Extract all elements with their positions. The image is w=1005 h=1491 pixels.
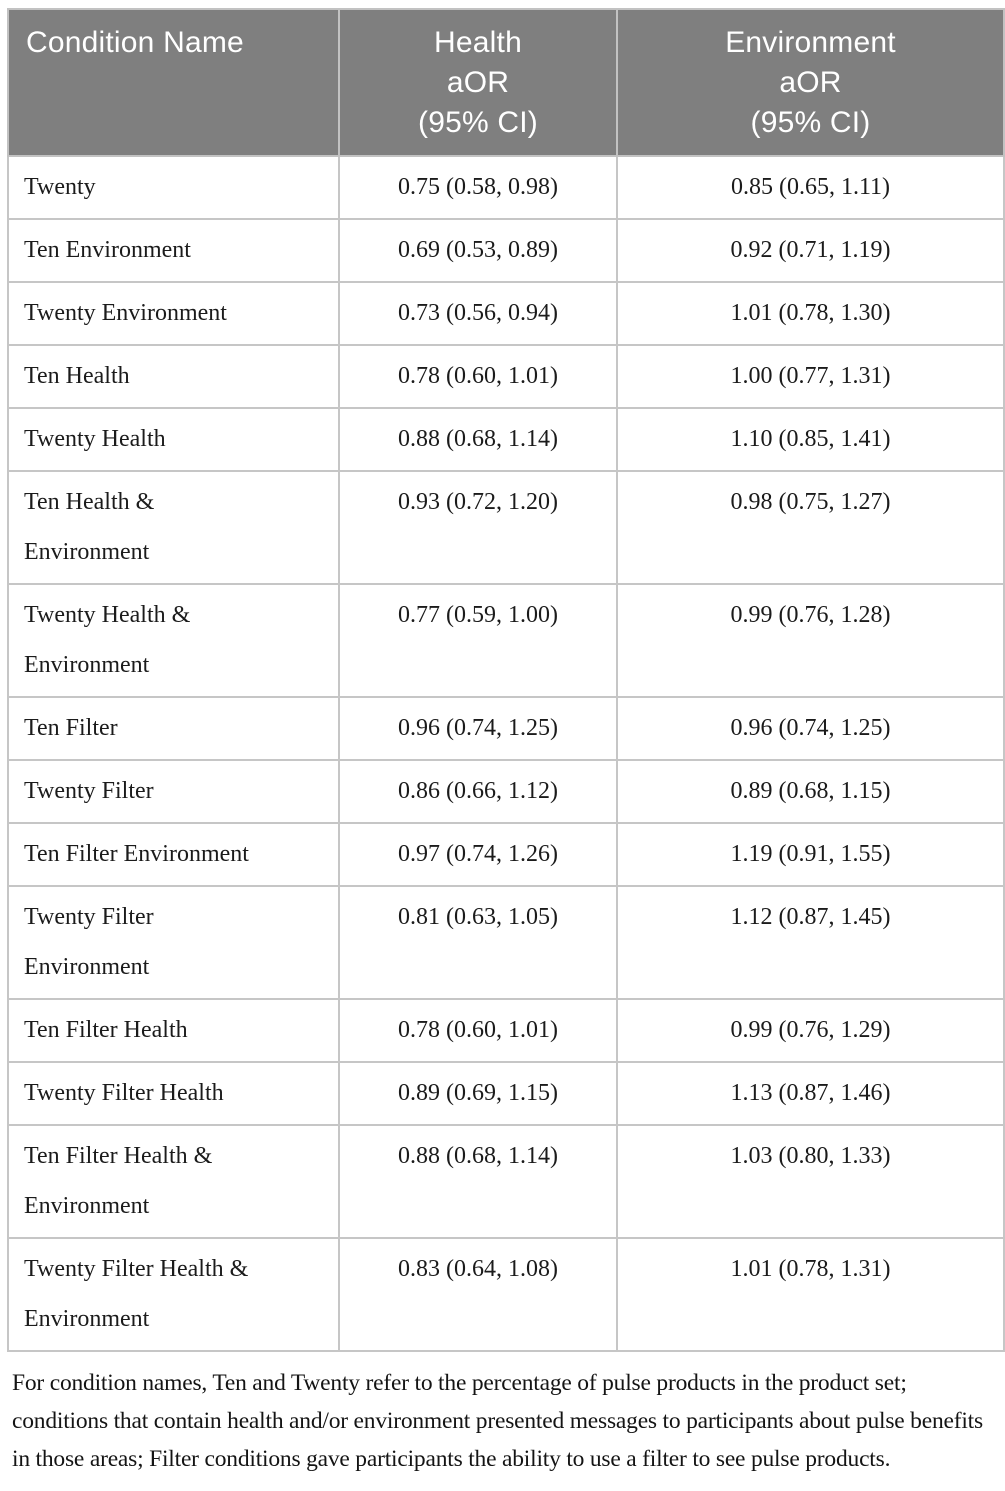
condition-name-cell: Twenty Environment	[7, 281, 340, 346]
environment-aor-cell: 1.19 (0.91, 1.55)	[616, 822, 1005, 887]
table-row: Ten Filter Health & Environment 0.88 (0.…	[7, 1124, 1005, 1239]
environment-aor-cell: 1.03 (0.80, 1.33)	[616, 1124, 1005, 1239]
environment-aor-cell: 0.99 (0.76, 1.28)	[616, 583, 1005, 698]
table-header: Condition Name Health aOR (95% CI) Envir…	[7, 8, 1005, 157]
table-row: Ten Health & Environment 0.93 (0.72, 1.2…	[7, 470, 1005, 585]
health-aor-cell: 0.86 (0.66, 1.12)	[338, 759, 618, 824]
condition-name-cell: Ten Health & Environment	[7, 470, 340, 585]
table-row: Twenty Filter Environment 0.81 (0.63, 1.…	[7, 885, 1005, 1000]
condition-name-cell: Twenty Health	[7, 407, 340, 472]
table-row: Twenty Filter Health & Environment 0.83 …	[7, 1237, 1005, 1352]
table-row: Ten Filter Health 0.78 (0.60, 1.01) 0.99…	[7, 998, 1005, 1063]
environment-aor-cell: 0.85 (0.65, 1.11)	[616, 155, 1005, 220]
condition-name-cell: Ten Health	[7, 344, 340, 409]
health-aor-cell: 0.93 (0.72, 1.20)	[338, 470, 618, 585]
environment-aor-cell: 0.96 (0.74, 1.25)	[616, 696, 1005, 761]
health-aor-cell: 0.73 (0.56, 0.94)	[338, 281, 618, 346]
table-row: Twenty Health & Environment 0.77 (0.59, …	[7, 583, 1005, 698]
table-row: Ten Environment 0.69 (0.53, 0.89) 0.92 (…	[7, 218, 1005, 283]
environment-aor-cell: 1.10 (0.85, 1.41)	[616, 407, 1005, 472]
column-header-condition-name: Condition Name	[7, 8, 340, 157]
health-aor-cell: 0.75 (0.58, 0.98)	[338, 155, 618, 220]
column-header-environment-aor: Environment aOR (95% CI)	[616, 8, 1005, 157]
condition-name-cell: Twenty Filter Environment	[7, 885, 340, 1000]
condition-name-cell: Ten Environment	[7, 218, 340, 283]
results-table-container: Condition Name Health aOR (95% CI) Envir…	[7, 8, 1005, 1478]
environment-aor-cell: 1.01 (0.78, 1.30)	[616, 281, 1005, 346]
table-row: Ten Filter 0.96 (0.74, 1.25) 0.96 (0.74,…	[7, 696, 1005, 761]
table-row: Twenty Filter 0.86 (0.66, 1.12) 0.89 (0.…	[7, 759, 1005, 824]
table-row: Twenty Filter Health 0.89 (0.69, 1.15) 1…	[7, 1061, 1005, 1126]
condition-name-cell: Twenty Filter Health	[7, 1061, 340, 1126]
environment-aor-cell: 0.99 (0.76, 1.29)	[616, 998, 1005, 1063]
environment-aor-cell: 0.89 (0.68, 1.15)	[616, 759, 1005, 824]
table-footnote: For condition names, Ten and Twenty refe…	[12, 1370, 983, 1472]
condition-name-cell: Ten Filter	[7, 696, 340, 761]
health-aor-cell: 0.78 (0.60, 1.01)	[338, 344, 618, 409]
health-aor-cell: 0.88 (0.68, 1.14)	[338, 1124, 618, 1239]
environment-aor-cell: 1.13 (0.87, 1.46)	[616, 1061, 1005, 1126]
table-body: Twenty 0.75 (0.58, 0.98) 0.85 (0.65, 1.1…	[7, 155, 1005, 1352]
table-row: Twenty 0.75 (0.58, 0.98) 0.85 (0.65, 1.1…	[7, 155, 1005, 220]
table-row: Twenty Health 0.88 (0.68, 1.14) 1.10 (0.…	[7, 407, 1005, 472]
table-row: Ten Health 0.78 (0.60, 1.01) 1.00 (0.77,…	[7, 344, 1005, 409]
health-aor-cell: 0.81 (0.63, 1.05)	[338, 885, 618, 1000]
environment-aor-cell: 0.92 (0.71, 1.19)	[616, 218, 1005, 283]
condition-name-cell: Twenty Filter Health & Environment	[7, 1237, 340, 1352]
header-row: Condition Name Health aOR (95% CI) Envir…	[7, 8, 1005, 157]
health-aor-cell: 0.88 (0.68, 1.14)	[338, 407, 618, 472]
condition-name-cell: Twenty Filter	[7, 759, 340, 824]
table-row: Twenty Environment 0.73 (0.56, 0.94) 1.0…	[7, 281, 1005, 346]
environment-aor-cell: 1.01 (0.78, 1.31)	[616, 1237, 1005, 1352]
health-aor-cell: 0.97 (0.74, 1.26)	[338, 822, 618, 887]
table-row: Ten Filter Environment 0.97 (0.74, 1.26)…	[7, 822, 1005, 887]
environment-aor-cell: 0.98 (0.75, 1.27)	[616, 470, 1005, 585]
results-table: Condition Name Health aOR (95% CI) Envir…	[7, 8, 1005, 1352]
health-aor-cell: 0.77 (0.59, 1.00)	[338, 583, 618, 698]
environment-aor-cell: 1.00 (0.77, 1.31)	[616, 344, 1005, 409]
health-aor-cell: 0.78 (0.60, 1.01)	[338, 998, 618, 1063]
environment-aor-cell: 1.12 (0.87, 1.45)	[616, 885, 1005, 1000]
health-aor-cell: 0.96 (0.74, 1.25)	[338, 696, 618, 761]
condition-name-cell: Ten Filter Health & Environment	[7, 1124, 340, 1239]
column-header-health-aor: Health aOR (95% CI)	[338, 8, 618, 157]
health-aor-cell: 0.89 (0.69, 1.15)	[338, 1061, 618, 1126]
health-aor-cell: 0.83 (0.64, 1.08)	[338, 1237, 618, 1352]
condition-name-cell: Ten Filter Environment	[7, 822, 340, 887]
condition-name-cell: Twenty Health & Environment	[7, 583, 340, 698]
health-aor-cell: 0.69 (0.53, 0.89)	[338, 218, 618, 283]
condition-name-cell: Twenty	[7, 155, 340, 220]
condition-name-cell: Ten Filter Health	[7, 998, 340, 1063]
